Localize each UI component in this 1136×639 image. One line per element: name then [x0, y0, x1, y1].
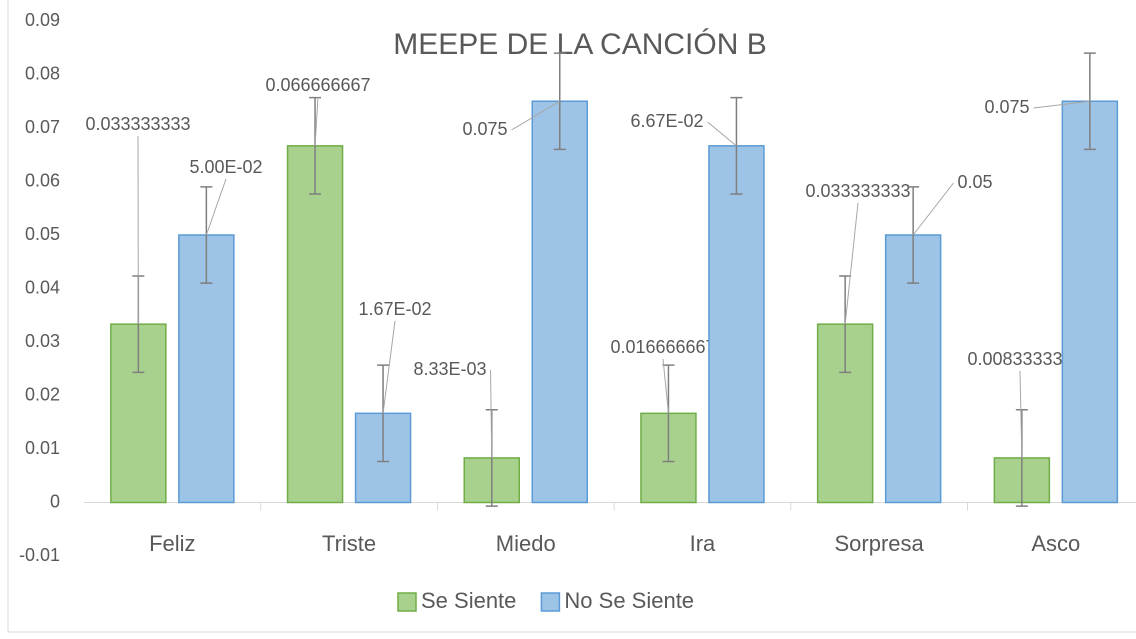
leader-line: [511, 100, 561, 131]
y-tick-label: 0.05: [25, 224, 60, 244]
data-label: 0.075: [462, 119, 507, 139]
y-tick-label: 0.06: [25, 170, 60, 190]
legend-label: No Se Siente: [564, 588, 694, 613]
error-bar: [1015, 409, 1028, 507]
data-label: 0.016666667: [610, 337, 715, 357]
bar: [1061, 100, 1119, 504]
error-bar: [839, 275, 852, 374]
leader-line: [1019, 370, 1023, 458]
y-tick-label: 0.09: [25, 10, 60, 30]
leader-line: [205, 178, 227, 236]
y-tick-label: 0.02: [25, 384, 60, 404]
bar: [708, 145, 765, 504]
data-label: 0.008333333: [967, 349, 1072, 369]
leader-line: [912, 182, 954, 236]
data-label: 1.67E-02: [358, 299, 431, 319]
leader-line: [490, 369, 493, 458]
y-tick-label: 0.08: [25, 63, 60, 83]
y-tick-label: -0.01: [19, 545, 60, 565]
leader-line: [314, 96, 319, 146]
x-tick-label: Triste: [322, 531, 376, 556]
data-label: 5.00E-02: [189, 157, 262, 177]
y-tick-label: 0.04: [25, 277, 60, 297]
bar: [531, 100, 588, 504]
leader-line: [662, 358, 669, 414]
x-tick-label: Ira: [690, 531, 716, 556]
data-label: 0.05: [957, 172, 992, 192]
y-tick-label: 0.03: [25, 331, 60, 351]
y-tick-label: 0: [50, 491, 60, 511]
x-tick-label: Miedo: [496, 531, 556, 556]
bar: [286, 145, 344, 504]
x-tick-label: Sorpresa: [835, 531, 925, 556]
chart-title: MEEPE DE LA CANCIÓN B: [393, 28, 766, 61]
y-tick-label: 0.01: [25, 438, 60, 458]
legend-swatch: [397, 592, 417, 612]
data-label: 0.033333333: [805, 181, 910, 201]
y-tick-label: 0.07: [25, 117, 60, 137]
leader-line: [707, 121, 737, 147]
data-label: 6.67E-02: [630, 111, 703, 131]
leader-line: [844, 202, 859, 325]
leader-line: [1033, 100, 1090, 109]
x-tick-label: Feliz: [149, 531, 195, 556]
data-label: 0.033333333: [85, 114, 190, 134]
legend-swatch: [540, 592, 561, 612]
data-label: 8.33E-03: [413, 359, 486, 379]
x-tick-label: Asco: [1031, 531, 1080, 556]
data-label: 0.075: [984, 97, 1029, 117]
data-label: 0.066666667: [265, 75, 370, 95]
leader-line: [382, 320, 396, 414]
legend-label: Se Siente: [421, 588, 516, 613]
